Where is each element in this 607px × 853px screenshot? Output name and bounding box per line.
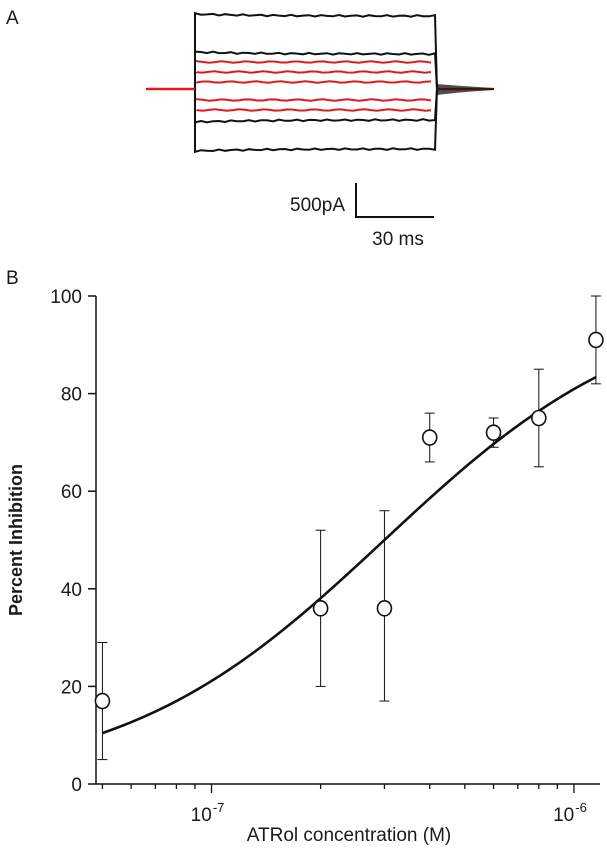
scale-bar-current-label: 500pA xyxy=(290,195,345,216)
chart-axes xyxy=(95,296,600,785)
x-axis-title: ATRol concentration (M) xyxy=(247,825,452,846)
point-marker xyxy=(588,331,604,349)
y-tick-label: 0 xyxy=(71,775,82,796)
fit-curve xyxy=(101,375,597,735)
data-point xyxy=(485,417,502,448)
data-point xyxy=(376,510,393,702)
point-marker xyxy=(485,424,502,441)
y-tick-label: 40 xyxy=(61,580,82,601)
data-points xyxy=(94,295,604,761)
x-tick-label: 10-7 xyxy=(191,800,225,826)
trace-drug xyxy=(196,80,432,84)
trace-drug xyxy=(196,98,432,102)
point-marker xyxy=(421,429,438,446)
y-tick-label: 100 xyxy=(50,287,82,308)
trace-drug xyxy=(196,108,432,112)
trace-control xyxy=(194,88,438,124)
tail-current xyxy=(437,84,494,95)
y-axis-title: Percent Inhibition xyxy=(6,464,26,616)
y-ticks: 0 20 40 60 80 100 xyxy=(50,287,96,796)
point-marker xyxy=(376,600,393,617)
point-marker xyxy=(531,409,547,427)
panel-a-label: A xyxy=(6,8,19,29)
y-tick-label: 80 xyxy=(61,385,82,406)
y-tick-label: 60 xyxy=(61,482,82,503)
trace-control xyxy=(194,50,438,90)
point-marker xyxy=(94,692,111,710)
trace-control xyxy=(194,88,438,154)
data-point xyxy=(588,295,604,385)
point-marker xyxy=(312,600,329,617)
data-point xyxy=(421,412,438,463)
data-point xyxy=(531,368,547,468)
current-traces xyxy=(146,11,494,154)
panel-b-label: B xyxy=(6,268,19,289)
scale-bar: 500pA 30 ms xyxy=(290,183,434,250)
y-tick-label: 20 xyxy=(61,677,82,698)
trace-control xyxy=(194,11,438,90)
scale-bar-time-label: 30 ms xyxy=(372,229,424,250)
data-point xyxy=(94,641,111,761)
trace-drug xyxy=(196,70,432,74)
x-tick-label: 10-6 xyxy=(553,800,587,826)
trace-drug xyxy=(196,60,432,64)
x-ticks: 10-7 10-6 xyxy=(101,784,587,826)
data-point xyxy=(312,529,329,687)
